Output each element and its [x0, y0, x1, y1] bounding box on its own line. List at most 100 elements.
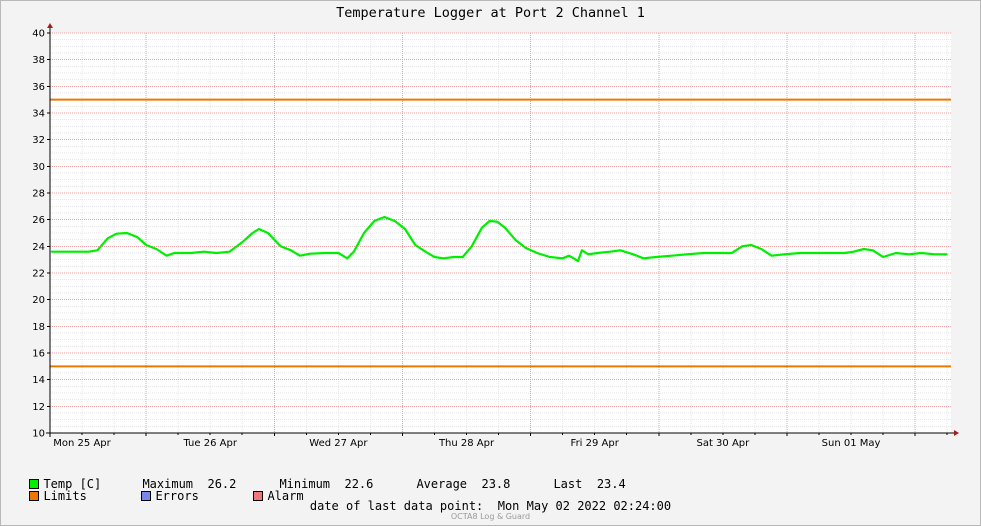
x-tick-label: Fri 29 Apr [571, 438, 620, 449]
series-temp-point [562, 257, 564, 259]
series-temp-point [760, 248, 762, 250]
y-tick-label: 10 [32, 429, 45, 440]
series-temp-point [655, 256, 657, 258]
legend-limits: Limits [15, 475, 87, 503]
y-tick-label: 14 [32, 375, 45, 386]
series-temp-point [524, 247, 527, 249]
series-temp-point [126, 232, 128, 234]
legend-limits-label: Limits [43, 489, 87, 503]
series-temp-point [642, 257, 645, 259]
chart-title: Temperature Logger at Port 2 Channel 1 [336, 5, 645, 21]
series-temp-point [145, 244, 147, 246]
series-temp-point [770, 255, 773, 257]
series-temp-point [462, 256, 464, 258]
series-temp-point [703, 252, 705, 254]
series-temp-point [337, 252, 339, 254]
x-tick-label: Wed 27 Apr [309, 438, 368, 449]
series-temp-point [568, 255, 570, 257]
y-tick-label: 36 [32, 82, 45, 93]
series-temp-point [228, 251, 231, 253]
series-temp-point [363, 232, 365, 234]
series-temp-point [799, 252, 801, 254]
series-temp-point [383, 216, 386, 218]
series-temp-point [424, 251, 427, 253]
x-tick-label: Thu 28 Apr [438, 438, 495, 449]
legend-min-label: Minimum [279, 477, 331, 491]
series-temp-point [741, 245, 743, 247]
series-temp-point [632, 253, 634, 255]
series-temp-point [946, 253, 948, 255]
last-data-point: date of last data point: Mon May 02 2022… [0, 499, 981, 513]
legend-avg-label: Average [416, 477, 468, 491]
series-temp-point [155, 248, 157, 250]
series-temp-point [442, 257, 445, 259]
series-temp-point [933, 253, 935, 255]
y-tick-label: 16 [32, 349, 45, 360]
legend-avg-value: 23.8 [481, 477, 511, 491]
y-tick-label: 32 [32, 135, 45, 146]
series-temp-point [136, 236, 138, 238]
series-temp-point [844, 252, 846, 254]
x-tick-label: Mon 25 Apr [53, 438, 111, 449]
series-temp-point [267, 232, 269, 234]
series-temp-point [731, 252, 733, 254]
legend-temp-swatch [29, 479, 40, 489]
series-temp-point [75, 251, 77, 253]
series-temp-point [394, 220, 396, 222]
series-temp-point [718, 252, 720, 254]
series-temp-point [581, 249, 583, 251]
legend-min-value: 22.6 [344, 477, 374, 491]
series-temp-point [814, 252, 816, 254]
legend-alarm-swatch [253, 491, 264, 501]
last-data-point-value: Mon May 02 2022 02:24:00 [497, 499, 672, 513]
legend-last: Last 23.4 [539, 463, 625, 491]
x-tick-label: Tue 26 Apr [182, 438, 237, 449]
legend-max: Maximum 26.2 [128, 463, 236, 491]
y-tick-label: 24 [32, 242, 45, 253]
series-temp-point [433, 256, 436, 258]
series-temp-point [686, 253, 688, 255]
legend-errors-label: Errors [155, 489, 199, 503]
limit-lines [50, 98, 951, 368]
y-tick-label: 26 [32, 215, 45, 226]
legend-max-value: 26.2 [207, 477, 237, 491]
series-temp-point [373, 220, 375, 222]
x-tick-label: Sat 30 Apr [696, 438, 750, 449]
series-temp-point [596, 252, 598, 254]
series-temp-point [471, 245, 473, 247]
legend-limits-swatch [29, 491, 40, 501]
series-temp-point [324, 252, 327, 254]
y-tick-label: 12 [32, 402, 45, 413]
series-temp-point [216, 252, 218, 254]
series-temp-point [203, 251, 205, 253]
series-temp-point [489, 220, 491, 222]
series-layer [50, 215, 948, 263]
series-temp-point [116, 233, 118, 235]
axes [46, 23, 959, 437]
series-temp-point [831, 252, 833, 254]
series-temp-point [241, 241, 243, 243]
series-temp-point [353, 251, 355, 253]
y-tick-label: 34 [32, 109, 45, 120]
series-temp-point [908, 253, 910, 255]
y-tick-label: 40 [32, 29, 45, 40]
series-temp-point [166, 255, 168, 257]
series-temp-point [577, 260, 579, 262]
series-temp-point [895, 252, 897, 254]
series-temp-point [619, 249, 621, 251]
y-tick-label: 38 [32, 55, 45, 66]
legend-max-label: Maximum [142, 477, 194, 491]
series-temp-point [536, 252, 538, 254]
y-tick-label: 20 [32, 295, 45, 306]
legend-alarm: Alarm [239, 475, 304, 503]
series-temp-point [587, 253, 589, 255]
series-temp-point [299, 255, 301, 257]
legend-temp: Temp [C] [15, 463, 101, 491]
legend-last-label: Last [553, 477, 583, 491]
series-temp-point [62, 251, 64, 253]
series-temp-point [783, 253, 785, 255]
y-tick-label: 18 [32, 322, 45, 333]
series-temp-point [251, 232, 254, 234]
legend-alarm-label: Alarm [267, 489, 304, 503]
